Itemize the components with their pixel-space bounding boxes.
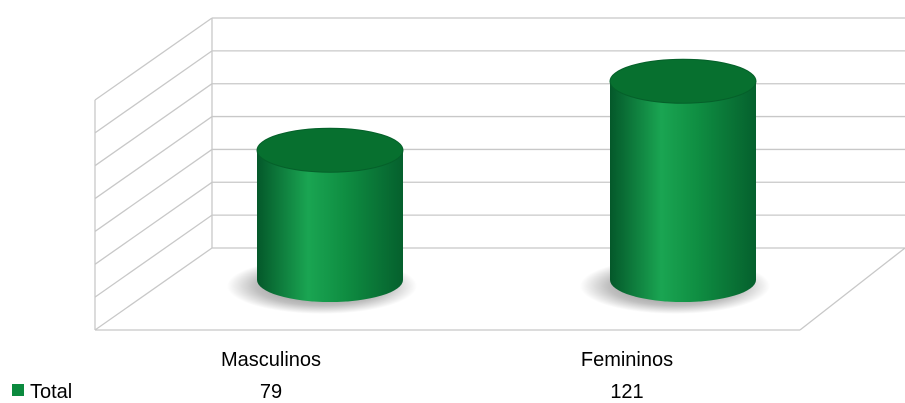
bar-top: [609, 58, 757, 104]
chart-bars: [227, 58, 770, 314]
legend-swatch-total: [12, 384, 24, 396]
gridline-side: [94, 247, 213, 331]
gridline-side: [94, 214, 213, 298]
bar-femininos: [580, 58, 770, 314]
chart-gridlines: [94, 17, 905, 331]
bar-top: [256, 127, 404, 173]
data-value-femininos: 121: [610, 381, 643, 403]
bar-body: [257, 150, 403, 302]
bar-body: [610, 81, 756, 302]
gridline-side: [94, 83, 213, 167]
bar-masculinos: [227, 127, 417, 314]
data-value-masculinos: 79: [260, 381, 282, 403]
category-label-masculinos: Masculinos: [221, 349, 321, 371]
gridline-side: [94, 50, 213, 134]
category-label-femininos: Femininos: [581, 349, 673, 371]
legend-label-total: Total: [30, 381, 72, 403]
gridline-side: [94, 116, 213, 200]
gridline-side: [94, 181, 213, 265]
gridline-side: [94, 17, 213, 101]
gridline-side: [94, 148, 213, 232]
floor-right-edge: [799, 247, 905, 331]
